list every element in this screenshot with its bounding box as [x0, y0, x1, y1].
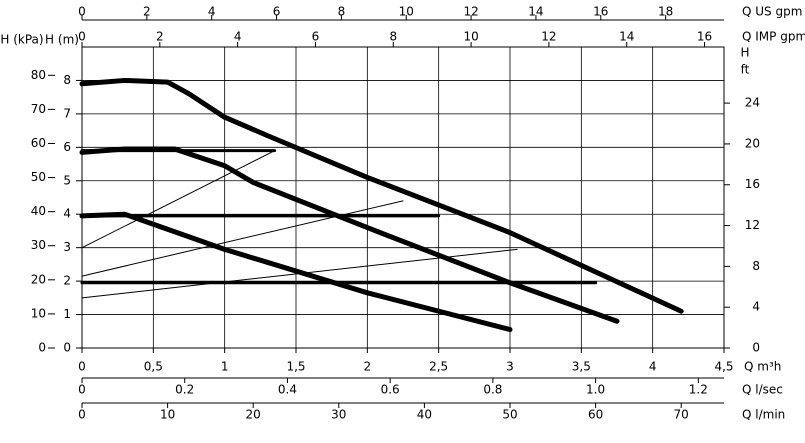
kpa-axis-label: H (kPa) — [0, 33, 43, 47]
x-tick-label: 4 — [649, 360, 657, 374]
axis-label: Q IMP gpm — [742, 30, 805, 44]
tick-label: 0 — [78, 5, 86, 19]
x-tick-label: 0,5 — [144, 360, 163, 374]
tick-label: 16 — [697, 30, 712, 44]
pump-curve — [81, 248, 518, 299]
kpa-tick-label: 30 — [31, 238, 46, 252]
y-tick-label: 3 — [63, 240, 71, 254]
kpa-tick-label: 10 — [31, 306, 46, 320]
tick-label: 2 — [143, 5, 151, 19]
x-tick-label: 2 — [364, 360, 372, 374]
tick-label: 0 — [78, 408, 86, 422]
tick-label: 6 — [273, 5, 281, 19]
tick-label: 12 — [463, 5, 478, 19]
tick-label: 0.4 — [278, 383, 297, 397]
axis-label: Q l/min — [742, 408, 785, 422]
kpa-tick-label: 40 — [31, 204, 46, 218]
ft-tick-label: 0 — [752, 341, 760, 355]
x-tick-label: 2,5 — [429, 360, 448, 374]
y-tick-label: 8 — [63, 73, 71, 87]
tick-label: 0 — [78, 383, 86, 397]
pump-curve — [79, 146, 620, 324]
ft-tick-label: 20 — [745, 136, 760, 150]
axis-label: Q US gpm — [742, 5, 802, 19]
tick-label: 1.0 — [586, 383, 605, 397]
ft-tick-label: 24 — [745, 96, 760, 110]
ft-tick-label: 8 — [752, 259, 760, 273]
tick-label: 50 — [502, 408, 517, 422]
y-tick-label: 6 — [63, 140, 71, 154]
tick-label: 10 — [463, 30, 478, 44]
tick-label: 0.6 — [381, 383, 400, 397]
tick-label: 0.8 — [483, 383, 502, 397]
kpa-tick-label: 0 — [38, 341, 46, 355]
y-tick-label: 7 — [63, 106, 71, 120]
x-tick-label: 1 — [221, 360, 229, 374]
tick-label: 14 — [619, 30, 634, 44]
ft-tick-label: 12 — [745, 218, 760, 232]
tick-label: 4 — [208, 5, 216, 19]
kpa-tick-label: 80 — [31, 68, 46, 82]
pump-curve — [81, 150, 276, 249]
y-tick-label: 0 — [63, 341, 71, 355]
tick-label: 10 — [399, 5, 414, 19]
tick-label: 14 — [528, 5, 543, 19]
ft-axis-unit: ft — [741, 63, 750, 77]
tick-label: 4 — [234, 30, 242, 44]
tick-label: 18 — [658, 5, 673, 19]
x-tick-label: 1,5 — [286, 360, 305, 374]
tick-label: 0.2 — [175, 383, 194, 397]
x-tick-label: 3 — [506, 360, 514, 374]
y-tick-label: 2 — [63, 274, 71, 288]
tick-label: 40 — [417, 408, 432, 422]
ft-tick-label: 16 — [745, 177, 760, 191]
tick-label: 8 — [389, 30, 397, 44]
tick-label: 60 — [588, 408, 603, 422]
x-axis-label: Q m³h — [744, 360, 781, 374]
pump-curve — [79, 77, 684, 314]
x-tick-label: 0 — [78, 360, 86, 374]
kpa-tick-label: 50 — [31, 170, 46, 184]
tick-label: 16 — [593, 5, 608, 19]
tick-label: 70 — [674, 408, 689, 422]
tick-label: 0 — [78, 30, 86, 44]
axis-label: Q l/sec — [742, 383, 783, 397]
tick-label: 12 — [541, 30, 556, 44]
y-axis-label: H (m) — [45, 33, 79, 47]
tick-label: 10 — [160, 408, 175, 422]
kpa-tick-label: 70 — [31, 102, 46, 116]
plot-frame — [81, 46, 725, 349]
tick-label: 2 — [156, 30, 164, 44]
y-tick-label: 1 — [63, 307, 71, 321]
tick-label: 1.2 — [689, 383, 708, 397]
tick-label: 20 — [246, 408, 261, 422]
y-tick-label: 5 — [63, 173, 71, 187]
ft-tick-label: 4 — [752, 300, 760, 314]
ft-axis-label: H — [740, 46, 749, 60]
x-tick-label: 3,5 — [572, 360, 591, 374]
kpa-tick-label: 60 — [31, 136, 46, 150]
tick-label: 8 — [338, 5, 346, 19]
x-tick-label: 4,5 — [714, 360, 733, 374]
tick-label: 30 — [331, 408, 346, 422]
pump-curve — [81, 200, 404, 277]
kpa-tick-label: 20 — [31, 272, 46, 286]
tick-label: 6 — [312, 30, 320, 44]
y-tick-label: 4 — [63, 207, 71, 221]
